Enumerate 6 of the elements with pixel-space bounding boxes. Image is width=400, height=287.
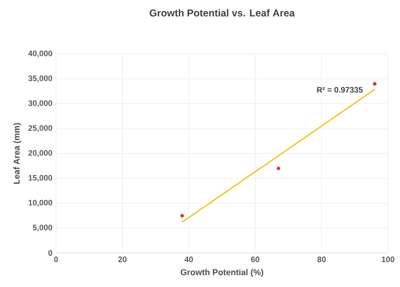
point [180, 214, 184, 218]
y-axis-title: Leaf Area (mm) [13, 123, 22, 184]
x-axis-title: Growth Potential (%) [180, 269, 264, 277]
chart-title: Growth Potential vs. Leaf Area [150, 9, 295, 16]
point [372, 82, 377, 86]
point [276, 166, 280, 170]
